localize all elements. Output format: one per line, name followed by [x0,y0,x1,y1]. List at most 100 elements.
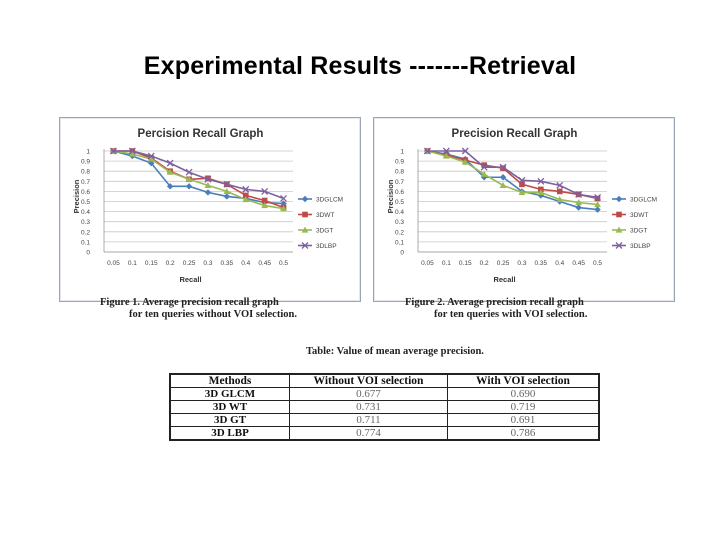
x-tick-label: 0.15 [145,260,158,267]
figure-2-caption: Figure 2. Average precision recall graph… [405,297,587,321]
x-tick-label: 0.3 [517,260,526,267]
table-cell-with-voi: 0.719 [447,400,600,414]
chart-title: Precision Recall Graph [452,128,578,140]
y-axis-label: Precision [386,179,395,213]
table-row: 3D GLCM 0.677 0.690 [169,387,600,401]
data-point [556,188,563,195]
data-point [166,183,174,190]
y-tick-label: 0.6 [81,189,90,196]
table-cell-with-voi: 0.691 [447,413,600,427]
y-tick-label: 0.3 [395,219,404,226]
table-cell-method: 3D GLCM [169,387,290,401]
legend-marker [615,195,623,203]
series-line [113,150,284,209]
series-line [427,150,598,206]
data-point [205,175,211,182]
y-tick-label: 0.5 [81,199,90,206]
table-row: 3D WT 0.731 0.719 [169,400,600,414]
table-cell-with-voi: 0.690 [447,387,600,401]
data-point [442,152,450,159]
figure-2-caption-line-2: for ten queries with VOI selection. [434,309,588,320]
y-tick-label: 0.6 [395,189,404,196]
table-cell-without-voi: 0.711 [289,413,448,427]
data-point [128,147,136,155]
data-point [519,181,525,188]
legend-marker [615,242,623,249]
data-point [204,181,212,188]
y-tick-label: 0.2 [395,229,404,236]
data-point [594,201,601,208]
data-point [537,177,545,185]
y-tick-label: 0.7 [395,179,404,186]
y-tick-label: 0.8 [395,169,404,176]
table-cell-without-voi: 0.774 [289,426,448,441]
precision-recall-chart-with-voi: Precision Recall Graph 0 0.1 0.2 0.3 0.4 0.5 0.… [373,117,675,302]
x-tick-label: 0.5 [593,260,602,267]
data-point [280,205,287,212]
y-tick-label: 0.4 [395,209,404,216]
table-cell-without-voi: 0.677 [289,387,448,401]
x-tick-label: 0.05 [107,260,120,267]
legend-entry: 3DLBP [630,243,651,250]
series-line [427,150,598,211]
x-tick-label: 0.2 [166,260,175,267]
series-line [427,150,598,199]
table-cell-with-voi: 0.786 [447,426,600,441]
data-point [204,189,212,196]
data-point [242,196,250,203]
column-header-methods: Methods [169,373,290,388]
series-line [113,150,284,200]
data-point [128,150,136,157]
data-point [223,188,231,194]
data-point [575,190,583,198]
legend-entry: 3DGT [630,228,647,235]
y-tick-label: 0.1 [395,239,404,246]
table-cell-method: 3D LBP [169,426,290,441]
y-tick-label: 0.5 [395,199,404,206]
data-point [461,147,469,155]
legend-entry: 3DGLCM [316,197,343,204]
data-point [147,155,155,162]
data-point [242,192,249,199]
mean-average-precision-table: Methods Without VOI selection With VOI s… [169,373,600,441]
column-header-without-voi: Without VOI selection [289,373,448,388]
figure-1-caption: Figure 1. Average precision recall graph… [100,297,297,321]
y-tick-label: 1 [86,149,90,156]
data-point [261,202,269,209]
x-tick-label: 0.15 [459,260,472,267]
data-point [442,147,450,155]
legend-marker [301,195,309,203]
legend-entry: 3DLBP [316,243,337,250]
y-tick-label: 0.4 [81,209,90,216]
data-point [461,158,469,165]
data-point [594,194,602,201]
legend-marker [301,226,309,233]
y-tick-label: 0.2 [81,229,90,236]
data-point [261,197,268,204]
data-point [109,147,117,155]
x-tick-label: 0.35 [535,260,548,267]
x-tick-label: 0.4 [555,260,564,267]
x-axis-label: Recall [493,275,515,284]
x-tick-label: 0.1 [128,260,137,267]
x-tick-label: 0.25 [183,260,196,267]
table-cell-method: 3D WT [169,400,290,414]
legend-entry: 3DGLCM [630,197,657,204]
column-header-with-voi: With VOI selection [447,373,600,388]
series-line [113,150,284,205]
y-tick-label: 0.9 [81,159,90,166]
table-cell-without-voi: 0.731 [289,400,448,414]
legend-entry: 3DWT [630,212,648,219]
legend-entry: 3DGT [316,228,333,235]
table-title: Table: Value of mean average precision. [306,346,484,357]
data-point [499,174,507,181]
chart-svg: Precision Recall Graph 0 0.1 0.2 0.3 0.4 0.5 0.… [386,128,657,284]
y-tick-label: 0.9 [395,159,404,166]
data-point [537,189,545,196]
data-point [594,195,601,202]
table-header-row: Methods Without VOI selection With VOI s… [169,373,600,388]
legend-marker [302,211,308,218]
data-point [481,162,487,168]
figure-1-caption-line-1: Figure 1. Average precision recall graph [100,297,279,308]
data-point [204,175,212,183]
